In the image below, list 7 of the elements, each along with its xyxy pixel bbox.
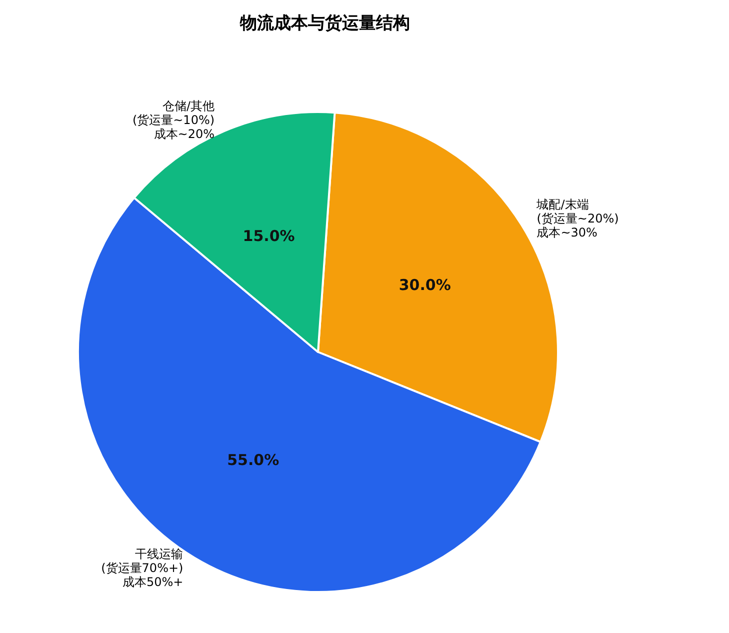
- chart-title: 物流成本与货运量结构: [239, 14, 410, 34]
- slice-label: 城配/末端 (货运量~20%) 成本~30%: [536, 197, 619, 240]
- data-label: 15.0%: [242, 227, 295, 246]
- slice-label: 仓储/其他 (货运量~10%) 成本~20%: [132, 99, 215, 142]
- data-label: 55.0%: [227, 451, 280, 470]
- data-label: 30.0%: [398, 276, 451, 294]
- slice-label: 干线运输 (货运量70%+) 成本50%+: [101, 547, 184, 590]
